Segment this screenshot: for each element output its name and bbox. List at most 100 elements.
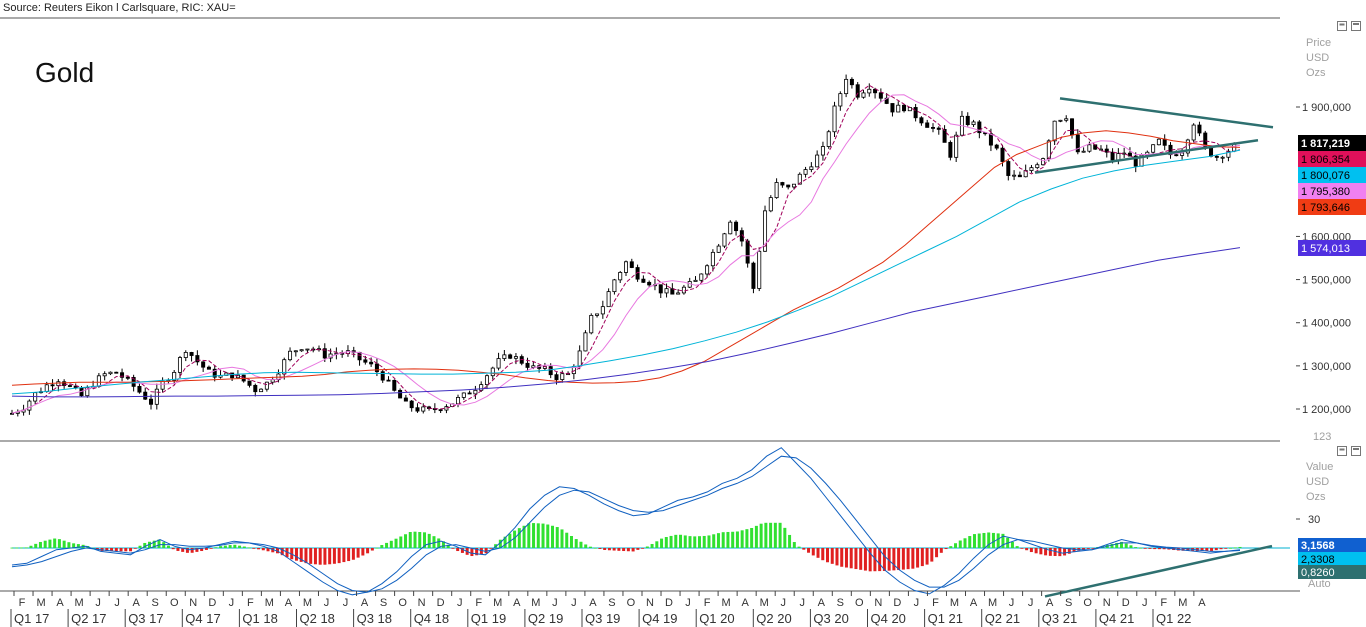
- macd-histogram-bar: [1214, 548, 1218, 551]
- candle: [525, 357, 530, 372]
- candle: [959, 110, 964, 137]
- window-maximize-icon[interactable]: [1337, 21, 1361, 31]
- svg-text:1 806,354: 1 806,354: [1301, 154, 1350, 166]
- macd-histogram-bar: [679, 534, 683, 548]
- price-tick-label: 1 900,000: [1302, 102, 1351, 114]
- candle: [1127, 147, 1132, 157]
- x-month-label: J: [1142, 597, 1148, 609]
- candle: [936, 126, 941, 135]
- macd-histogram-bar: [1010, 541, 1014, 548]
- macd-histogram-bar: [370, 548, 374, 551]
- candle: [664, 283, 669, 298]
- candle: [751, 261, 756, 294]
- x-month-label: M: [265, 597, 274, 609]
- candle: [942, 125, 947, 143]
- macd-histogram-bar: [532, 523, 536, 548]
- macd-histogram-bar: [304, 548, 308, 564]
- macd-histogram-bar: [299, 548, 303, 562]
- x-quarter-label: Q4 20: [871, 611, 906, 626]
- macd-histogram-bar: [1186, 548, 1190, 551]
- x-month-label: D: [893, 597, 901, 609]
- candle: [612, 278, 617, 295]
- macd-histogram-bar: [622, 548, 626, 552]
- macd-histogram-bar: [783, 527, 787, 548]
- macd-histogram-bar: [868, 548, 872, 572]
- x-month-label: A: [1198, 597, 1206, 609]
- macd-histogram-bar: [617, 548, 621, 551]
- macd-histogram-bar: [987, 532, 991, 548]
- candle: [919, 116, 924, 126]
- candle: [1151, 144, 1156, 154]
- macd-histogram-bar: [551, 525, 555, 548]
- candle: [160, 377, 165, 393]
- macd-histogram-bar: [313, 548, 317, 565]
- macd-histogram-bar: [925, 548, 929, 565]
- candle: [473, 385, 478, 400]
- macd-histogram-bar: [835, 548, 839, 566]
- candle: [299, 349, 304, 352]
- candle: [1075, 129, 1080, 155]
- x-quarter-label: Q1 20: [699, 611, 734, 626]
- macd-histogram-bar: [593, 547, 597, 549]
- window-maximize-icon[interactable]: [1337, 446, 1361, 456]
- macd-histogram-bar: [693, 536, 697, 548]
- x-month-label: M: [950, 597, 959, 609]
- macd-histogram-bar: [731, 531, 735, 548]
- macd-histogram-bar: [972, 534, 976, 548]
- candle: [931, 123, 936, 133]
- candle: [1098, 145, 1103, 151]
- x-month-label: A: [513, 597, 521, 609]
- x-month-label: D: [1122, 597, 1130, 609]
- macd-histogram-bar: [147, 541, 151, 548]
- macd-histogram-bar: [1048, 548, 1052, 556]
- candle: [629, 258, 634, 269]
- candle: [253, 383, 258, 397]
- macd-histogram-bar: [1134, 547, 1138, 548]
- macd-histogram-bar: [399, 536, 403, 548]
- x-month-label: J: [571, 597, 577, 609]
- candle: [745, 238, 750, 268]
- candle: [1162, 134, 1167, 151]
- macd-last-value-tag: 3,1568: [1298, 538, 1366, 552]
- candle: [1081, 147, 1086, 153]
- svg-text:1 793,646: 1 793,646: [1301, 202, 1350, 214]
- x-month-label: A: [970, 597, 978, 609]
- candle: [844, 74, 849, 98]
- candle: [177, 355, 182, 379]
- macd-histogram-bar: [119, 548, 123, 552]
- macd-last-value-tag: 0,8260: [1298, 565, 1366, 579]
- x-month-label: S: [608, 597, 615, 609]
- macd-histogram-bar: [958, 540, 962, 548]
- candle: [206, 365, 211, 370]
- candle: [948, 140, 953, 161]
- x-month-label: O: [1083, 597, 1092, 609]
- candle: [108, 371, 113, 376]
- candle: [728, 220, 733, 235]
- macd-histogram-bar: [76, 544, 80, 548]
- macd-histogram-bar: [968, 536, 972, 548]
- x-month-label: F: [247, 597, 254, 609]
- x-month-label: M: [75, 597, 84, 609]
- macd-histogram-bar: [479, 548, 483, 555]
- macd-histogram-bar: [536, 523, 540, 548]
- macd-scale-tag: Auto: [1308, 578, 1331, 590]
- macd-histogram-bar: [726, 531, 730, 548]
- macd-histogram-bar: [1086, 548, 1090, 549]
- candle: [195, 350, 200, 366]
- candle: [218, 370, 223, 379]
- macd-histogram-bar: [1025, 548, 1029, 551]
- candle: [357, 351, 362, 366]
- macd-histogram-bar: [242, 546, 246, 548]
- macd-histogram-bar: [280, 548, 284, 556]
- candle: [676, 289, 681, 295]
- macd-histogram-bar: [451, 548, 455, 549]
- macd-histogram-bar: [807, 548, 811, 553]
- macd-histogram-bar: [285, 548, 289, 558]
- macd-histogram-bar: [1039, 548, 1043, 555]
- macd-histogram-bar: [1020, 548, 1024, 549]
- macd-histogram-bar: [584, 544, 588, 548]
- price-tick-label: 1 400,000: [1302, 318, 1351, 330]
- candle: [1139, 153, 1144, 167]
- candle: [484, 374, 489, 390]
- candle: [143, 387, 148, 400]
